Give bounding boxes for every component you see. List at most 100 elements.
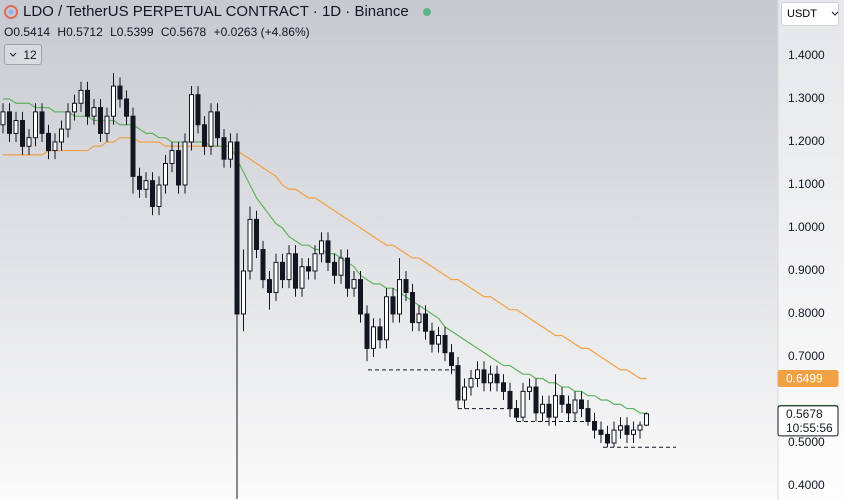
candle-body (215, 111, 220, 139)
candle-body (163, 162, 168, 186)
candle-body (572, 399, 578, 414)
candle-body (332, 261, 337, 276)
candle-body (0, 111, 6, 126)
candle-body (436, 334, 441, 345)
ohlc-label: C (160, 25, 170, 39)
candle-body (124, 98, 129, 117)
candle-body (46, 132, 51, 152)
y-tick-label: 1.3000 (788, 91, 825, 105)
candle-body (494, 373, 500, 384)
candle-body (475, 369, 480, 379)
candle-body (267, 279, 272, 293)
y-tick-label: 0.8000 (788, 306, 825, 320)
candle-body (377, 326, 383, 341)
candle-body (195, 94, 201, 126)
candle-body (358, 279, 363, 315)
candle-body (403, 279, 409, 293)
candle-body (585, 408, 591, 422)
candle-body (39, 111, 45, 134)
countdown: 10:55:56 (786, 421, 833, 435)
candle-body (104, 115, 110, 134)
candle-body (631, 429, 636, 435)
candle-body (98, 107, 103, 134)
price-tag (777, 405, 839, 437)
candle-body (59, 128, 64, 143)
candle-body (7, 111, 12, 134)
y-tick-label: 1.4000 (788, 48, 825, 62)
candle-body (156, 184, 162, 207)
candle-body (566, 403, 571, 414)
candle-body (481, 369, 487, 384)
candle-body (273, 261, 279, 293)
header: LDO / TetherUS PERPETUAL CONTRACT · 1D ·… (4, 3, 434, 65)
candle-body (429, 330, 435, 345)
candle-body (384, 296, 389, 341)
chevron (9, 52, 17, 57)
candle-body (150, 180, 155, 207)
chevron (831, 11, 838, 16)
candle-body (501, 382, 506, 392)
y-tick-label: 0.9000 (788, 263, 825, 277)
candle-body (280, 261, 285, 281)
price-tag (777, 370, 839, 388)
candle-body (338, 257, 344, 276)
candle-body (579, 399, 584, 410)
change: +0.0263 (+4.86%) (213, 25, 310, 39)
candle-body (397, 279, 402, 315)
ohlc-item: L0.5399 (110, 25, 153, 39)
indicator-toggle[interactable]: 12 (4, 44, 42, 65)
ohlc-label: L (110, 25, 117, 39)
ohlc-value: 0.5678 (169, 25, 207, 39)
candle-body (455, 365, 461, 401)
candle-body (416, 313, 422, 324)
candle-body (306, 266, 311, 272)
currency-select[interactable]: USDT (781, 2, 839, 26)
y-tick-label: 0.5000 (788, 435, 825, 449)
candle-body (390, 296, 396, 315)
ohlc-item: O0.5414 (4, 25, 50, 39)
candle-body (559, 395, 565, 405)
candle-body (410, 291, 415, 324)
candle-body (533, 386, 539, 414)
y-tick-label: 1.1000 (788, 177, 825, 191)
candle-body (286, 253, 292, 281)
candle-body (325, 240, 331, 263)
candle-body (598, 429, 604, 435)
currency: USDT (787, 8, 817, 20)
candle-body (423, 313, 428, 332)
indicator-count: 12 (23, 47, 37, 62)
candle-body (637, 424, 643, 431)
candle-body (143, 180, 149, 190)
candle-body (78, 89, 84, 104)
price-tag-label: 0.6499 (786, 372, 823, 386)
ohlc-row: O0.5414 H0.5712 L0.5399 C0.5678 +0.0263 … (4, 25, 434, 39)
candle-body (319, 240, 324, 255)
candle-body (520, 390, 526, 418)
y-tick-label: 0.4000 (788, 478, 825, 492)
y-tick-label: 0.7000 (788, 349, 825, 363)
candle-body (72, 102, 77, 113)
ohlc-label: H (57, 25, 67, 39)
title: LDO / TetherUS PERPETUAL CONTRACT · 1D ·… (23, 3, 409, 20)
candle-body (221, 137, 227, 160)
ohlc-value: 0.5414 (13, 25, 51, 39)
candle-body (26, 137, 32, 147)
candle-body (468, 377, 474, 388)
symbol-icon (4, 4, 18, 19)
candle-body (130, 115, 136, 177)
candle-body (52, 141, 58, 152)
candle-body (351, 279, 357, 289)
candle-body (176, 150, 181, 186)
candle-body (33, 111, 38, 139)
candle-body (247, 218, 253, 272)
candle-body (111, 85, 116, 117)
candle-body (228, 141, 233, 160)
candle-body (592, 420, 597, 431)
candle-body (371, 326, 376, 349)
candle-body (208, 111, 214, 147)
candle-body (507, 390, 513, 410)
status-dot (422, 7, 431, 16)
candle-body (312, 253, 318, 272)
